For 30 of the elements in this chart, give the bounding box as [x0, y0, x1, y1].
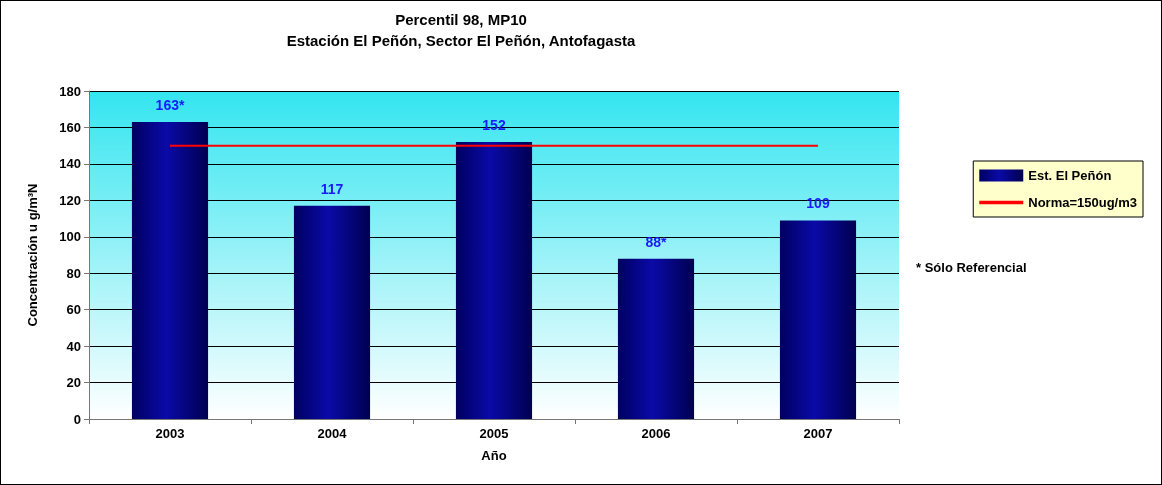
x-tick-label: 2003: [155, 426, 185, 441]
y-tick-label: 160: [59, 119, 81, 135]
legend-label: Est. El Peñón: [1028, 168, 1112, 183]
y-axis-title: Concentración u g/m³N: [25, 183, 40, 327]
y-tick-label: 120: [59, 192, 81, 208]
bar: [131, 121, 209, 419]
x-tick-label: 2007: [803, 426, 833, 441]
y-tick-label: 40: [66, 338, 81, 354]
x-axis-title: Año: [481, 448, 507, 463]
bar: [293, 205, 371, 419]
data-label: 88*: [645, 233, 668, 250]
y-tick-label: 140: [59, 156, 81, 172]
legend-label: Norma=150ug/m3: [1028, 195, 1138, 210]
y-tick-label: 20: [66, 375, 81, 391]
chart-subtitle: Estación El Peñón, Sector El Peñón, Antofagasta: [286, 32, 636, 49]
text: * Sólo Referencial: [916, 260, 1027, 275]
data-label: 163*: [155, 96, 185, 113]
x-tick-label: 2005: [479, 426, 509, 441]
x-tick-label: 2004: [317, 426, 348, 441]
y-tick-label: 0: [73, 411, 81, 427]
x-tick-label: 2006: [641, 426, 671, 441]
bar: [455, 142, 533, 419]
y-tick-label: 180: [59, 83, 81, 99]
y-tick-label: 80: [66, 265, 81, 281]
bar: [617, 258, 695, 419]
chart-title: Percentil 98, MP10: [395, 11, 527, 28]
bar: [779, 220, 857, 419]
y-tick-label: 100: [59, 229, 81, 245]
data-label: 117: [320, 180, 344, 197]
y-tick-label: 60: [66, 302, 81, 318]
